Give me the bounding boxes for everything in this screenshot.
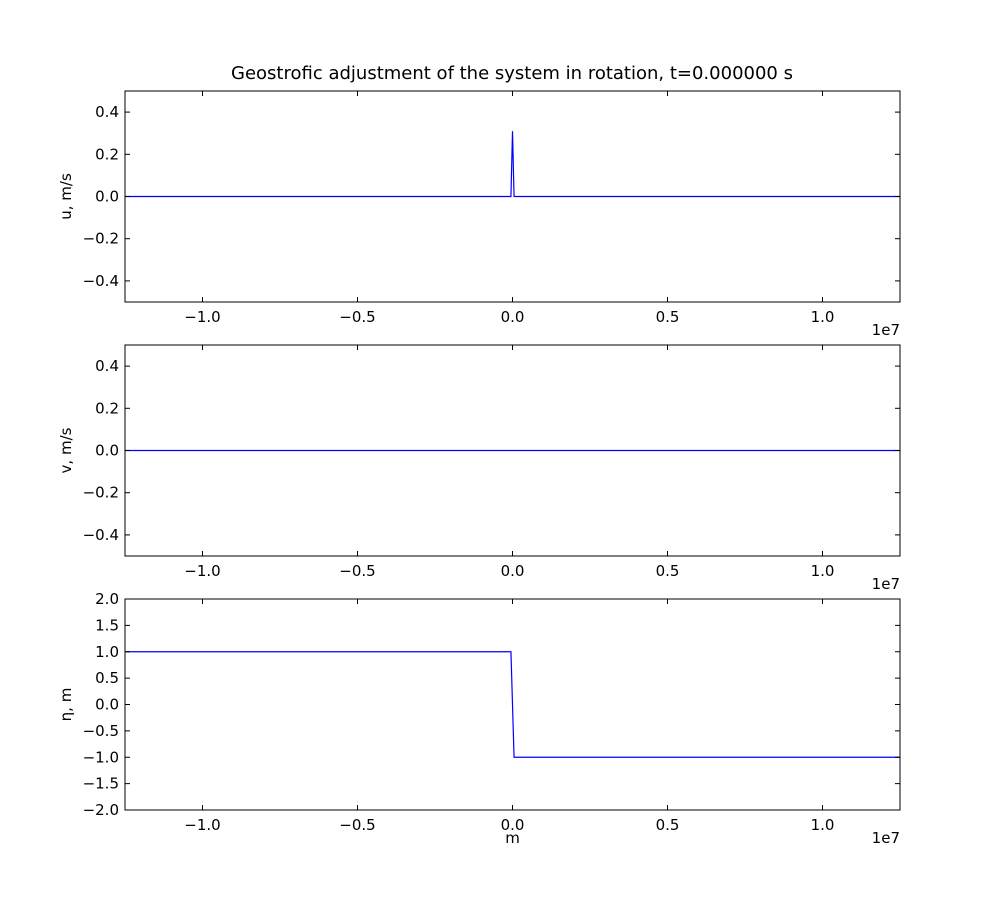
eta-panel-x-tick-label: −1.0 <box>184 816 220 834</box>
eta-panel-x-tick-label: −0.5 <box>339 816 375 834</box>
v-panel-x-tick-label: 0.5 <box>656 562 680 580</box>
u-panel-series-line-0 <box>125 131 900 198</box>
eta-panel-x-tick-label: 0.0 <box>501 816 525 834</box>
eta-panel: −1.0 −0.5 0.0 0.5 1.0 −2.0 −1.5 −1.0 −0.5 0.0 0.5 1… <box>57 590 901 847</box>
u-panel-y-tick-label: −0.4 <box>83 272 119 290</box>
v-panel-y-tick-label: 0.0 <box>95 442 119 460</box>
eta-panel-y-tick-label: 1.5 <box>95 616 119 634</box>
v-panel-x-tick-label: 1.0 <box>811 562 835 580</box>
eta-panel-y-tick-label: 2.0 <box>95 590 119 608</box>
panels: −1.0 −0.5 0.0 0.5 1.0 −0.4 −0.2 0.0 0.2 0.4 u, m/s… <box>57 90 901 847</box>
eta-panel-x-offset-label: 1e7 <box>872 829 900 847</box>
eta-panel-y-tick-label: −1.5 <box>83 775 119 793</box>
eta-panel-series-line-0 <box>125 651 900 758</box>
eta-panel-x-tick-label: 0.5 <box>656 816 680 834</box>
u-panel-x-tick-label: 0.5 <box>656 308 680 326</box>
v-panel-y-tick-label: 0.4 <box>95 357 119 375</box>
eta-panel-y-tick-label: 1.0 <box>95 643 119 661</box>
eta-panel-y-tick-label: −1.0 <box>83 748 119 766</box>
eta-panel-x-axis-label: m <box>505 829 520 847</box>
v-panel-y-axis-label: v, m/s <box>57 427 75 473</box>
u-panel-y-tick-label: 0.4 <box>95 103 119 121</box>
u-panel-y-tick-label: 0.2 <box>95 145 119 163</box>
eta-panel-y-tick-label: −0.5 <box>83 722 119 740</box>
v-panel-y-tick-label: −0.2 <box>83 484 119 502</box>
eta-panel-y-tick-label: 0.5 <box>95 669 119 687</box>
u-panel-x-tick-label: 0.0 <box>501 308 525 326</box>
u-panel-x-tick-label: −1.0 <box>184 308 220 326</box>
u-panel-x-tick-label: −0.5 <box>339 308 375 326</box>
eta-panel-y-tick-label: −2.0 <box>83 801 119 819</box>
v-panel-x-offset-label: 1e7 <box>872 575 900 593</box>
eta-panel-x-tick-label: 1.0 <box>811 816 835 834</box>
v-panel-x-tick-label: −1.0 <box>184 562 220 580</box>
v-panel-x-tick-label: 0.0 <box>501 562 525 580</box>
u-panel-y-axis-label: u, m/s <box>57 173 75 220</box>
u-panel-y-tick-label: −0.2 <box>83 230 119 248</box>
eta-panel-y-tick-label: 0.0 <box>95 696 119 714</box>
v-panel-y-tick-label: 0.2 <box>95 399 119 417</box>
v-panel-y-tick-label: −0.4 <box>83 526 119 544</box>
u-panel: −1.0 −0.5 0.0 0.5 1.0 −0.4 −0.2 0.0 0.2 0.4 u, m/s… <box>57 90 901 339</box>
v-panel-x-tick-label: −0.5 <box>339 562 375 580</box>
v-panel: −1.0 −0.5 0.0 0.5 1.0 −0.4 −0.2 0.0 0.2 0.4 v, m/s… <box>57 344 901 593</box>
u-panel-x-tick-label: 1.0 <box>811 308 835 326</box>
eta-panel-y-axis-label: η, m <box>57 688 75 722</box>
u-panel-y-tick-label: 0.0 <box>95 188 119 206</box>
figure-title: Geostrofic adjustment of the system in r… <box>231 63 793 84</box>
u-panel-x-offset-label: 1e7 <box>872 321 900 339</box>
